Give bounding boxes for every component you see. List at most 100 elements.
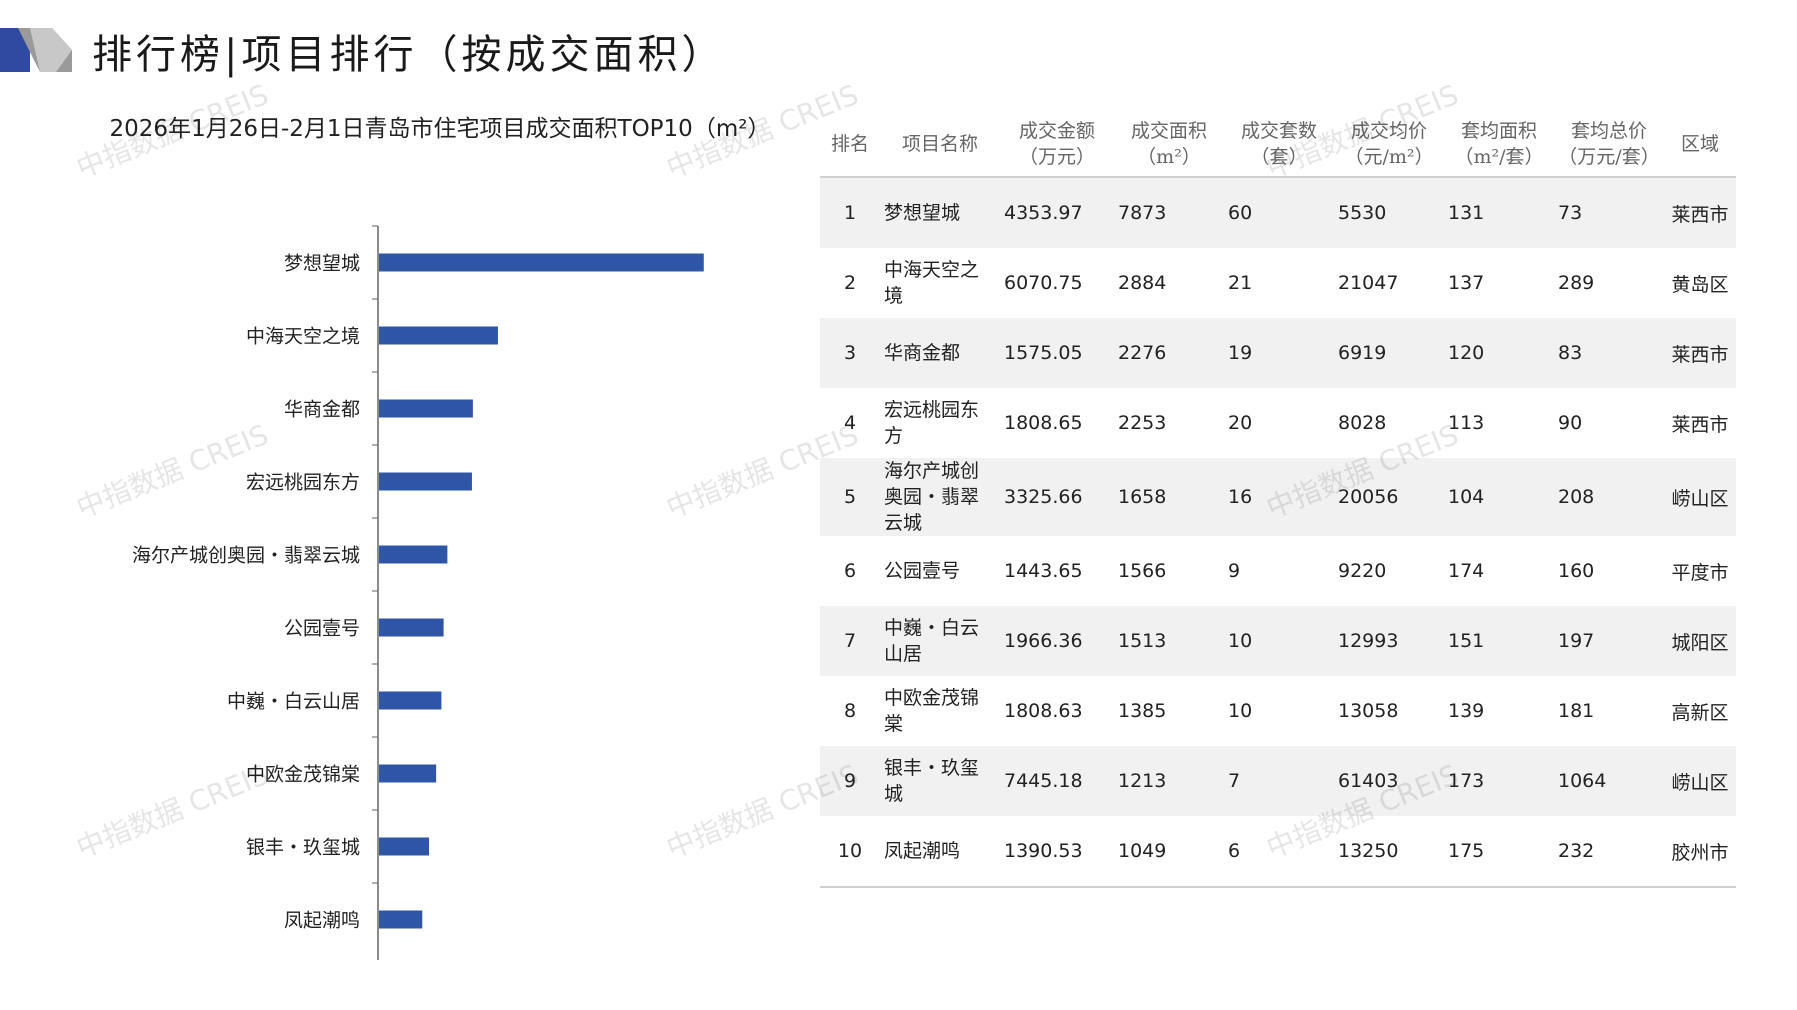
bar [379,837,430,856]
table-cell: 梦想望城 [880,177,1000,248]
table-row: 2 中海天空之境 6070.75 2884 21 21047 137 289 黄岛区 [820,248,1736,318]
table-cell: 175 [1444,816,1554,888]
table-row: 10 凤起潮鸣 1390.53 1049 6 13250 175 232 胶州市 [820,816,1736,888]
table-cell: 8028 [1338,412,1387,434]
table-row: 4 宏远桃园东方 1808.65 2253 20 8028 113 90 莱西市 [820,388,1736,458]
table-cell: 8 [843,700,857,722]
table-cell: 73 [1554,177,1664,248]
table-cell: 华商金都 [880,318,1000,388]
bar [379,764,437,783]
column-header: 套均总价 （万元/套） [1554,112,1664,178]
category-label: 海尔产城创奥园・翡翠云城 [132,545,360,567]
table-row: 3 华商金都 1575.05 2276 19 6919 120 83 莱西市 [820,318,1736,388]
table-cell: 1658 [1114,458,1224,536]
table-cell: 黄岛区 [1671,273,1729,296]
table-cell: 银丰・玖玺城 [880,746,1000,816]
category-label: 宏远桃园东方 [246,472,360,494]
column-header: 排名 [820,112,880,178]
table-cell: 9 [1228,560,1241,582]
table-cell: 城阳区 [1664,606,1736,676]
table-cell: 151 [1444,606,1554,676]
table-cell: 1966.36 [1000,606,1114,676]
table-cell: 289 [1558,272,1595,294]
table-cell: 1390.53 [1000,816,1114,888]
table-cell: 7 [1224,746,1334,816]
table-cell: 崂山区 [1664,458,1736,536]
table-cell: 10 [820,816,880,888]
table-cell: 6070.75 [1004,272,1083,294]
table-cell: 137 [1448,272,1485,294]
bar [379,545,448,564]
category-label: 银丰・玖玺城 [246,837,360,859]
column-header: 套均面积 （m²/套） [1444,112,1554,178]
column-header: 区域 [1664,112,1736,178]
table-cell: 113 [1448,412,1485,434]
bar [379,253,704,272]
table-cell: 208 [1554,458,1664,536]
category-label: 凤起潮鸣 [284,910,360,932]
table-cell: 181 [1558,700,1595,722]
bar [379,618,444,637]
table-row: 7 中巍・白云山居 1966.36 1513 10 12993 151 197 城阳区 [820,606,1736,676]
table-cell: 4353.97 [1000,177,1114,248]
table-cell: 7873 [1114,177,1224,248]
table-row: 6 公园壹号 1443.65 1566 9 9220 174 160 平度市 [820,536,1736,606]
column-header: 成交面积 （m²） [1114,112,1224,178]
category-label: 中巍・白云山居 [227,691,360,713]
brand-logo-mark [0,28,72,72]
table-cell: 1049 [1114,816,1224,888]
table-cell: 2884 [1118,272,1167,294]
table-cell: 2 [843,272,857,294]
table-cell: 7445.18 [1000,746,1114,816]
bar [379,472,472,491]
table-cell: 9220 [1338,560,1387,582]
table-cell: 1566 [1118,560,1167,582]
table-cell: 平度市 [1671,561,1729,584]
category-label: 华商金都 [284,399,360,421]
bar [379,691,442,710]
category-label: 梦想望城 [284,253,360,275]
table-cell: 公园壹号 [884,560,961,582]
category-label: 中欧金茂锦棠 [246,764,360,786]
table-cell: 1575.05 [1000,318,1114,388]
table-cell: 6 [843,560,857,582]
table-cell: 海尔产城创奥园・翡翠云城 [880,458,1000,536]
table-row: 1 梦想望城 4353.97 7873 60 5530 131 73 莱西市 [820,177,1736,248]
table-body: 1 梦想望城 4353.97 7873 60 5530 131 73 莱西市 2 中海天空之境 607… [820,177,1736,888]
table-cell: 2276 [1114,318,1224,388]
table-cell: 1808.65 [1004,412,1083,434]
table-cell: 60 [1224,177,1334,248]
column-header: 成交均价 （元/m²） [1334,112,1444,178]
table-cell: 21 [1228,272,1253,294]
table-cell: 120 [1444,318,1554,388]
table-cell: 1513 [1114,606,1224,676]
table-cell: 160 [1558,560,1595,582]
table-cell: 13058 [1338,700,1399,722]
table-row: 5 海尔产城创奥园・翡翠云城 3325.66 1658 16 20056 104 208 崂山区 [820,458,1736,536]
table-cell: 1 [820,177,880,248]
table-cell: 莱西市 [1671,413,1729,436]
table-cell: 莱西市 [1664,177,1736,248]
table-cell: 3325.66 [1000,458,1114,536]
table-cell: 10 [1228,700,1253,722]
bar [379,326,498,345]
table-cell: 1808.63 [1004,700,1083,722]
table-cell: 中欧金茂锦棠 [884,687,980,735]
bar [379,910,423,929]
table-cell: 139 [1448,700,1485,722]
table-cell: 1385 [1118,700,1167,722]
ranking-table: 排名 项目名称 成交金额 （万元） 成交面积 （m²） 成交套数 （套） 成交均价 （元/m²）套… [820,112,1736,888]
column-header: 项目名称 [880,112,1000,178]
table-cell: 宏远桃园东方 [884,399,980,447]
table-cell: 2253 [1118,412,1167,434]
table-cell: 197 [1554,606,1664,676]
table-row: 9 银丰・玖玺城 7445.18 1213 7 61403 173 1064 崂山区 [820,746,1736,816]
bar [379,399,473,418]
table-cell: 1443.65 [1004,560,1083,582]
table-cell: 19 [1224,318,1334,388]
table-cell: 90 [1558,412,1583,434]
category-label: 中海天空之境 [246,326,360,348]
table-cell: 10 [1224,606,1334,676]
table-cell: 4 [843,412,857,434]
column-header: 成交金额 （万元） [1000,112,1114,178]
